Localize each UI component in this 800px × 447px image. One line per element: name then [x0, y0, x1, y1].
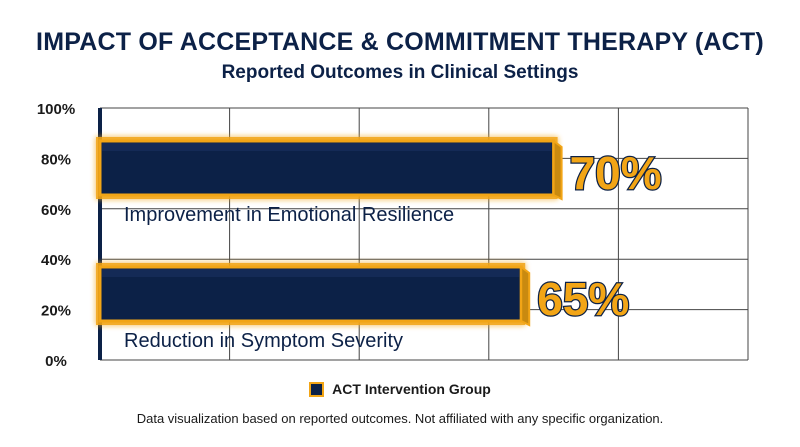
value-label: 70%	[570, 147, 662, 199]
y-tick-label: 40%	[41, 252, 71, 269]
y-tick-label: 60%	[41, 202, 71, 219]
chart-title: IMPACT OF ACCEPTANCE & COMMITMENT THERAP…	[36, 28, 764, 56]
legend-label: ACT Intervention Group	[332, 381, 491, 397]
bar-highlight	[102, 143, 552, 151]
footnote: Data visualization based on reported out…	[136, 411, 664, 426]
chart-subtitle: Reported Outcomes in Clinical Settings	[221, 62, 579, 83]
legend-swatch	[309, 381, 325, 397]
bar-end-cap	[552, 139, 563, 201]
y-tick-label: 100%	[37, 101, 75, 118]
y-tick-label: 0%	[45, 353, 67, 370]
value-label: 65%	[537, 273, 629, 325]
y-tick-label: 80%	[41, 151, 71, 168]
bar-end-cap	[520, 265, 531, 327]
bar-highlight	[102, 269, 520, 277]
chart-legend: ACT Intervention Group	[0, 381, 800, 397]
category-label: Reduction in Symptom Severity	[124, 330, 403, 352]
y-tick-label: 20%	[41, 303, 71, 320]
category-label: Improvement in Emotional Resilience	[124, 204, 454, 226]
